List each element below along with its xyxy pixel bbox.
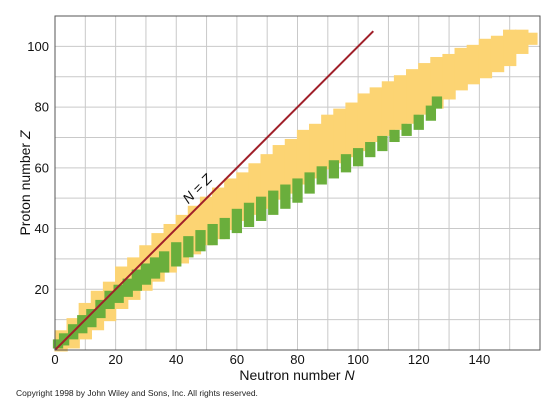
x-tick-label-20: 20	[108, 352, 122, 367]
stable-nuclides-column-n33	[149, 257, 161, 279]
unstable-nuclides-column-n122	[418, 63, 432, 115]
stable-nuclides-column-n108	[377, 135, 388, 152]
y-axis-label-var: Z	[17, 130, 33, 140]
unstable-nuclides-column-n126	[430, 56, 444, 109]
stable-nuclides-column-n126	[431, 96, 443, 109]
stable-nuclides-column-n88	[316, 166, 327, 185]
stable-nuclides-column-n64	[243, 202, 255, 228]
stable-nuclides-column-n15	[95, 299, 106, 319]
stable-nuclides-column-n96	[340, 154, 352, 173]
stable-nuclides-column-n18	[104, 290, 115, 310]
y-tick-label-20: 20	[35, 282, 49, 297]
stable-nuclides-column-n27	[131, 269, 142, 291]
stable-nuclides-column-n80	[292, 178, 303, 203]
y-tick-label-60: 60	[35, 160, 49, 175]
y-tick-label-40: 40	[35, 221, 49, 236]
unstable-nuclides-column-n82	[296, 129, 311, 185]
plot-frame	[54, 15, 541, 351]
x-tick-label-40: 40	[169, 352, 183, 367]
unstable-nuclides-column-n106	[369, 87, 383, 143]
unstable-nuclides-column-n146	[490, 35, 505, 73]
stable-nuclides-column-n30	[140, 263, 152, 285]
y-tick-label-100: 100	[27, 39, 49, 54]
unstable-nuclides-column-n142	[478, 38, 493, 79]
unstable-nuclides-column-n138	[466, 44, 480, 85]
unstable-nuclides-column-n110	[381, 81, 396, 136]
x-axis-label: Neutron number N	[239, 367, 355, 383]
stable-nuclides-column-n56	[219, 217, 230, 240]
unstable-nuclides-column-n134	[454, 47, 468, 91]
stable-nuclides-column-n120	[413, 114, 424, 130]
stable-nuclides-column-n40	[171, 242, 182, 267]
y-tick-label-80: 80	[35, 100, 49, 115]
stable-nuclides-column-n124	[425, 105, 437, 121]
stable-nuclides-column-n3	[58, 333, 70, 346]
stable-nuclides-column-n100	[352, 148, 364, 167]
unstable-nuclides-column-n98	[345, 102, 359, 158]
x-tick-label-0: 0	[51, 352, 58, 367]
x-tick-label-120: 120	[408, 352, 430, 367]
unstable-nuclides-column-n150	[503, 29, 517, 67]
stable-nuclides-column-n84	[304, 172, 315, 194]
stable-nuclides-column-n60	[231, 208, 243, 234]
unstable-nuclides-column-n118	[406, 69, 420, 124]
unstable-nuclides-column-n157	[524, 32, 538, 45]
stable-nuclides-column-n9	[77, 315, 88, 334]
x-tick-label-140: 140	[469, 352, 491, 367]
stable-nuclides-column-n72	[268, 190, 279, 215]
unstable-nuclides-column-n86	[309, 123, 323, 179]
unstable-nuclides-column-n102	[357, 93, 371, 152]
stable-nuclides-column-n36	[158, 251, 170, 273]
stable-nuclides-column-n104	[365, 142, 376, 158]
x-axis-label-text: Neutron number	[239, 367, 344, 383]
unstable-nuclides-column-n90	[321, 114, 335, 170]
stable-nuclides-column-n44	[183, 236, 194, 258]
stable-nuclides-column-n12	[86, 309, 97, 328]
x-tick-labels: 0 20 40 60 80 100 120 140	[51, 352, 490, 367]
stable-nuclides-column-n76	[280, 184, 291, 209]
unstable-nuclides-column-n94	[333, 108, 347, 164]
copyright-notice: Copyright 1998 by John Wiley and Sons, I…	[16, 388, 258, 398]
unstable-nuclides-column-n130	[442, 53, 456, 100]
x-tick-label-80: 80	[290, 352, 304, 367]
x-tick-label-100: 100	[347, 352, 369, 367]
stable-nuclides-column-n112	[389, 129, 400, 143]
stable-nuclides-column-n48	[195, 230, 206, 252]
unstable-nuclides-column-n114	[393, 75, 408, 130]
y-tick-labels: 20 40 60 80 100	[27, 39, 49, 297]
y-axis-label-text: Proton number	[17, 139, 33, 236]
stable-nuclides-column-n1	[52, 339, 64, 349]
stable-nuclides-column-n116	[401, 123, 412, 136]
x-tick-label-60: 60	[230, 352, 244, 367]
stable-nuclides-column-n92	[328, 160, 340, 179]
x-axis-label-var: N	[344, 367, 355, 383]
stable-nuclides-column-n52	[207, 223, 218, 246]
stable-nuclides-column-n24	[122, 278, 133, 297]
y-axis-label: Proton number Z	[17, 130, 33, 236]
n-equals-z-line	[54, 30, 374, 351]
stable-nuclides-column-n21	[113, 284, 124, 303]
stable-nuclides-column-n68	[255, 196, 267, 221]
